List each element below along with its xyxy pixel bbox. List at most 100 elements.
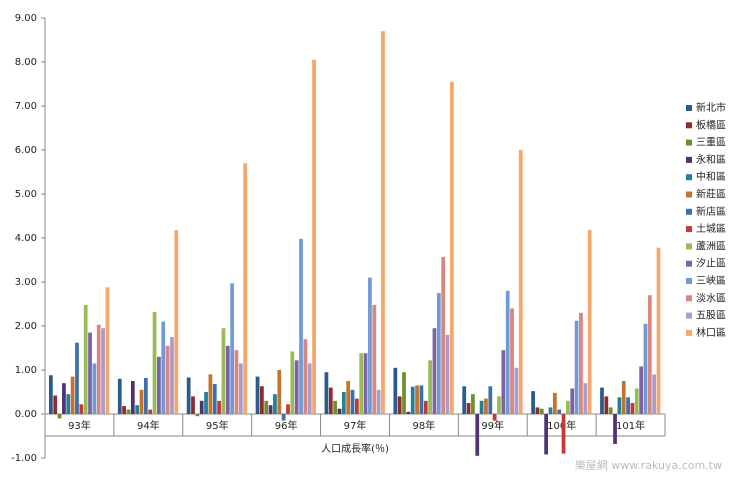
bar: [312, 59, 316, 415]
bar: [199, 400, 204, 414]
bar: [548, 407, 553, 414]
bar: [613, 414, 617, 444]
bar: [83, 304, 88, 414]
bar: [161, 321, 166, 414]
legend-swatch: [686, 156, 692, 163]
bar: [617, 397, 622, 414]
bar: [647, 295, 652, 414]
bar: [600, 387, 604, 414]
bar: [505, 290, 510, 414]
bar: [174, 230, 179, 414]
x-axis-label: 人口成長率(％): [321, 442, 389, 455]
bar: [492, 414, 497, 421]
bar: [238, 363, 243, 414]
bar: [604, 396, 609, 414]
bar: [264, 400, 269, 414]
x-tick-label: 97年: [344, 419, 367, 432]
bar: [303, 339, 308, 414]
x-tick-label: 94年: [137, 419, 160, 432]
bar: [557, 409, 562, 414]
bar: [368, 277, 372, 414]
y-tick-label: 7.00: [15, 101, 37, 112]
bar: [62, 383, 66, 414]
bar: [143, 377, 148, 414]
x-tick-label: 93年: [68, 419, 91, 432]
bar: [514, 367, 519, 414]
legend-swatch: [686, 260, 692, 267]
bar: [307, 363, 312, 414]
bar: [544, 414, 549, 455]
bar: [419, 385, 424, 414]
bar: [260, 386, 264, 414]
x-tick-label: 101年: [616, 419, 645, 432]
bar: [92, 363, 97, 414]
legend-swatch: [686, 226, 692, 233]
bar: [96, 324, 101, 414]
bar: [381, 31, 385, 414]
bar: [441, 256, 446, 414]
bar: [466, 403, 471, 414]
bar: [277, 370, 282, 414]
bar: [531, 391, 535, 414]
bar: [436, 293, 441, 414]
bar: [449, 81, 454, 415]
bar: [566, 400, 570, 414]
legend-label: 五股區: [696, 310, 726, 322]
bar: [432, 328, 437, 414]
bar: [488, 386, 493, 414]
bar: [363, 353, 368, 414]
bar: [608, 407, 613, 414]
bar: [294, 360, 299, 414]
x-tick-label: 95年: [206, 419, 229, 432]
bar: [402, 372, 406, 414]
bar: [501, 350, 506, 414]
bar: [652, 374, 657, 414]
bar: [268, 405, 273, 414]
bar: [359, 353, 364, 414]
bar: [130, 381, 135, 414]
legend-label: 三峽區: [696, 274, 726, 287]
bar: [484, 398, 488, 414]
bar: [337, 408, 342, 414]
bar: [639, 366, 644, 414]
y-tick-label: 0.00: [15, 409, 37, 420]
legend-label: 林口區: [696, 326, 726, 339]
bar: [552, 392, 557, 414]
bar: [471, 394, 475, 414]
bar: [165, 345, 170, 414]
legend-label: 新店區: [696, 205, 726, 218]
y-tick-label: 2.00: [15, 321, 37, 332]
bar: [346, 381, 351, 414]
bar: [105, 287, 110, 414]
bar: [574, 320, 579, 414]
legend-swatch: [686, 139, 692, 146]
y-tick-label: 3.00: [15, 277, 37, 288]
bar: [290, 351, 295, 414]
bar: [341, 392, 346, 414]
bar: [281, 414, 286, 421]
bar: [135, 405, 140, 414]
bar: [204, 392, 208, 414]
bar: [570, 388, 575, 414]
bar: [376, 389, 381, 414]
legend-label: 新莊區: [696, 188, 726, 201]
legend-label: 三重區: [696, 136, 726, 149]
bar: [355, 398, 359, 414]
y-tick-label: -1.00: [11, 453, 37, 464]
bar: [656, 247, 661, 414]
bar: [208, 374, 213, 414]
bar: [57, 414, 62, 419]
legend-swatch: [686, 312, 692, 319]
bar: [333, 400, 338, 414]
bar: [70, 376, 75, 414]
bar: [299, 238, 303, 414]
legend-swatch: [686, 105, 692, 111]
bar: [579, 312, 583, 414]
bar: [49, 375, 53, 414]
bar: [255, 376, 260, 414]
y-tick-label: 4.00: [15, 233, 37, 244]
legend-swatch: [686, 243, 692, 250]
legend-swatch: [686, 208, 692, 215]
legend-label: 淡水區: [696, 292, 726, 304]
